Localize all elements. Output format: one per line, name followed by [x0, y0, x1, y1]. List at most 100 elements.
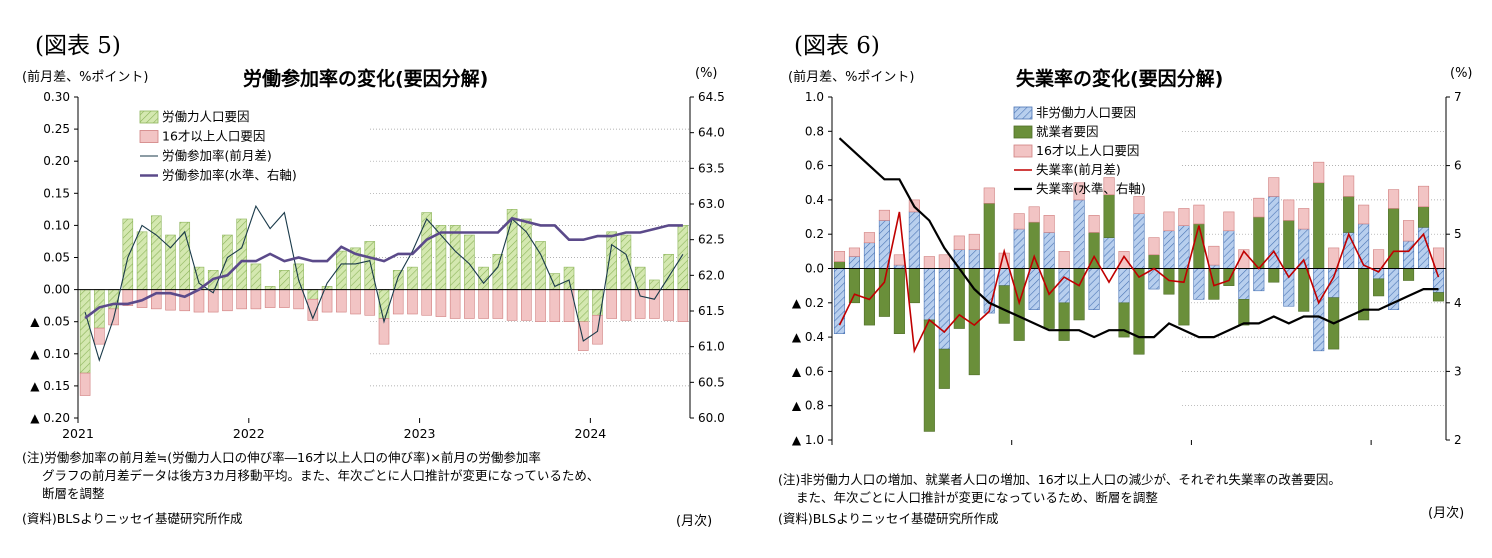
y-tick-label: 1.0 [805, 90, 824, 104]
y2-tick-label: 60.5 [698, 375, 725, 389]
bar-0 [1283, 268, 1295, 307]
bar-1 [893, 268, 905, 334]
bar-1 [1417, 206, 1430, 228]
bar-1 [848, 268, 861, 304]
figure-label: (図表 5) [35, 33, 121, 59]
bar-0 [863, 242, 875, 269]
bar-2 [923, 256, 935, 269]
bar-0 [938, 268, 950, 350]
bar-0 [279, 270, 290, 290]
y-tick-label: ▲ 0.20 [30, 411, 70, 425]
bar-0 [421, 212, 432, 290]
bar-1 [449, 289, 461, 319]
bar-0 [620, 234, 632, 290]
bar-0 [893, 264, 905, 269]
chart-svg: 1.0 0.8 0.6 0.4 0.2 0.0 ▲ 0.2 ▲ 0.4 ▲ 0.6 ▲ 0.8 ▲ … [792, 90, 1462, 447]
bar-2 [1193, 204, 1205, 225]
y-tick-label: ▲ 0.8 [792, 399, 824, 413]
bar-0 [79, 289, 91, 374]
bar-1 [549, 289, 561, 323]
y2-tick-label: 61.0 [698, 340, 725, 354]
bar-2 [1343, 175, 1355, 197]
bar-2 [1253, 197, 1265, 218]
bar-2 [1013, 213, 1025, 230]
y2-tick-label: 7 [1454, 90, 1462, 104]
bar-1 [606, 289, 618, 319]
bar-2 [1088, 215, 1100, 233]
y-tick-label: ▲ 1.0 [792, 433, 824, 447]
y2-tick-label: 62.5 [698, 233, 725, 247]
bar-1 [1388, 208, 1400, 269]
y-tick-label: ▲ 0.10 [30, 347, 70, 361]
legend-swatch [1013, 144, 1033, 158]
bar-2 [1043, 215, 1055, 233]
right-axis-unit: (%) [1450, 66, 1473, 81]
y2-tick-label: 6 [1454, 159, 1462, 173]
bar-0 [150, 215, 162, 290]
chart-note: 断層を調整 [42, 486, 105, 501]
y2-tick-label: 3 [1454, 364, 1462, 378]
bar-0 [577, 289, 589, 323]
bar-2 [1208, 245, 1220, 266]
y-tick-label: 0.4 [805, 193, 824, 207]
chart-note: グラフの前月差データは後方3カ月移動平均。また、年次ごとに人口推計が変更になって… [42, 468, 600, 483]
legend-label: 非労働力人口要因 [1036, 105, 1136, 120]
bar-1 [279, 289, 290, 308]
bar-0 [1043, 232, 1055, 269]
bar-0 [677, 225, 689, 290]
bar-1 [1028, 221, 1040, 269]
bar-1 [94, 327, 105, 345]
bar-0 [1118, 268, 1130, 304]
legend-swatch [139, 130, 159, 143]
bar-0 [1193, 268, 1205, 300]
bar-0 [1028, 268, 1040, 310]
y2-tick-label: 2 [1454, 433, 1462, 447]
bar-0 [521, 218, 532, 290]
bar-1 [1313, 182, 1325, 269]
bar-1 [1073, 268, 1085, 321]
bar-1 [1118, 302, 1130, 338]
chart-panel-1: (図表 5) (前月差、%ポイント) 労働参加率の変化(要因分解) (%) 0.… [0, 0, 740, 558]
bar-2 [1403, 220, 1415, 242]
bar-1 [833, 261, 846, 269]
bar-1 [577, 321, 589, 351]
bar-0 [968, 249, 980, 269]
bar-2 [833, 251, 846, 262]
line-1 [84, 216, 683, 320]
y-tick-label: ▲ 0.6 [792, 364, 824, 378]
line-0 [838, 211, 1440, 354]
left-axis-unit: (前月差、%ポイント) [22, 70, 149, 85]
bar-0 [1178, 225, 1190, 269]
legend-label: 失業率(水準、右軸) [1036, 181, 1146, 196]
bar-2 [1388, 189, 1400, 209]
bar-1 [364, 289, 376, 316]
bar-0 [1238, 268, 1250, 300]
y-tick-label: 0.20 [43, 154, 70, 168]
bar-0 [250, 263, 262, 290]
bar-0 [998, 268, 1010, 286]
bar-1 [193, 289, 205, 313]
bar-2 [983, 187, 995, 204]
bar-2 [1103, 177, 1115, 196]
bar-1 [250, 289, 262, 310]
bar-1 [435, 289, 447, 317]
bar-1 [998, 285, 1010, 324]
bar-1 [350, 289, 361, 315]
chart-note: また、年次ごとに人口推計が変更になっているため、断層を調整 [796, 490, 1158, 505]
legend-label: 16才以上人口要因 [1036, 143, 1139, 158]
bar-0 [549, 273, 561, 290]
bar-1 [1178, 268, 1190, 326]
chart-note: (注)非労働力人口の増加、就業者人口の増加、16才以上人口の減少が、それぞれ失業… [778, 472, 1341, 487]
bar-0 [1253, 268, 1265, 292]
bar-1 [938, 348, 950, 389]
bar-2 [878, 209, 890, 221]
bar-1 [1432, 292, 1445, 302]
y-tick-label: 0.10 [43, 218, 70, 232]
bar-2 [1298, 208, 1310, 230]
y-tick-label: ▲ 0.05 [30, 315, 70, 329]
bar-2 [1133, 196, 1145, 214]
bar-1 [1268, 268, 1280, 283]
bar-0 [1058, 268, 1070, 304]
legend-swatch [1013, 125, 1033, 139]
bar-1 [663, 289, 674, 321]
